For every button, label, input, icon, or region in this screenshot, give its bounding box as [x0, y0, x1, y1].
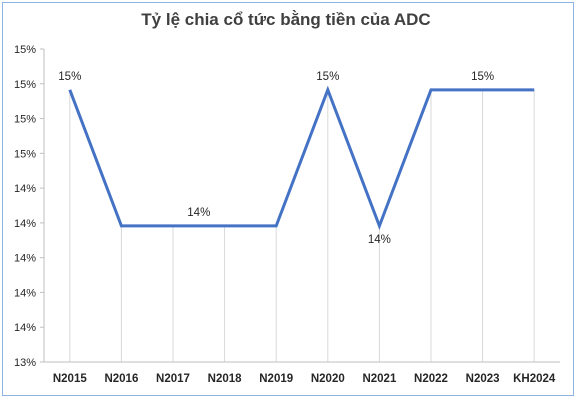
- x-tick-label-n2015: N2015: [53, 373, 87, 385]
- x-tick-label-n2022: N2022: [414, 373, 448, 385]
- data-label-n2015: 15%: [58, 71, 81, 83]
- x-tick-label-n2019: N2019: [259, 373, 293, 385]
- y-tick-label: 14%: [14, 183, 36, 195]
- x-tick-label-n2017: N2017: [156, 373, 190, 385]
- labels: 15% 14% 15% 14% 15%: [58, 71, 494, 246]
- x-tick-label-kh2024: KH2024: [513, 373, 556, 385]
- x-tick-label-n2021: N2021: [362, 373, 396, 385]
- data-label-n2023: 15%: [471, 71, 494, 83]
- grid-lines: [69, 89, 535, 362]
- series-line: [68, 85, 535, 231]
- y-tick-label: 14%: [14, 253, 36, 265]
- data-label-n2018: 14%: [187, 207, 210, 219]
- y-tick-label: 15%: [14, 79, 36, 91]
- x-tick-label-n2016: N2016: [104, 373, 138, 385]
- data-label-n2021: 14%: [368, 234, 391, 246]
- axes: 13% 14% 14% 14% 14% 14% 15% 15% 15% 15% N2015 N2016…: [14, 44, 560, 385]
- x-tick-label-n2018: N2018: [208, 373, 242, 385]
- y-tick-label: 15%: [14, 114, 36, 126]
- x-tick-label-n2020: N2020: [311, 373, 345, 385]
- y-tick-label: 14%: [14, 218, 36, 230]
- y-tick-label: 14%: [14, 287, 36, 299]
- y-tick-label: 14%: [14, 322, 36, 334]
- y-tick-label: 15%: [14, 44, 36, 56]
- data-label-n2020: 15%: [316, 71, 339, 83]
- x-tick-label-n2023: N2023: [466, 373, 500, 385]
- y-tick-label: 13%: [14, 357, 36, 369]
- chart-title: Tỷ lệ chia cổ tức bằng tiền của ADC: [141, 10, 431, 29]
- y-tick-label: 15%: [14, 148, 36, 160]
- series-line-layer: [68, 85, 535, 231]
